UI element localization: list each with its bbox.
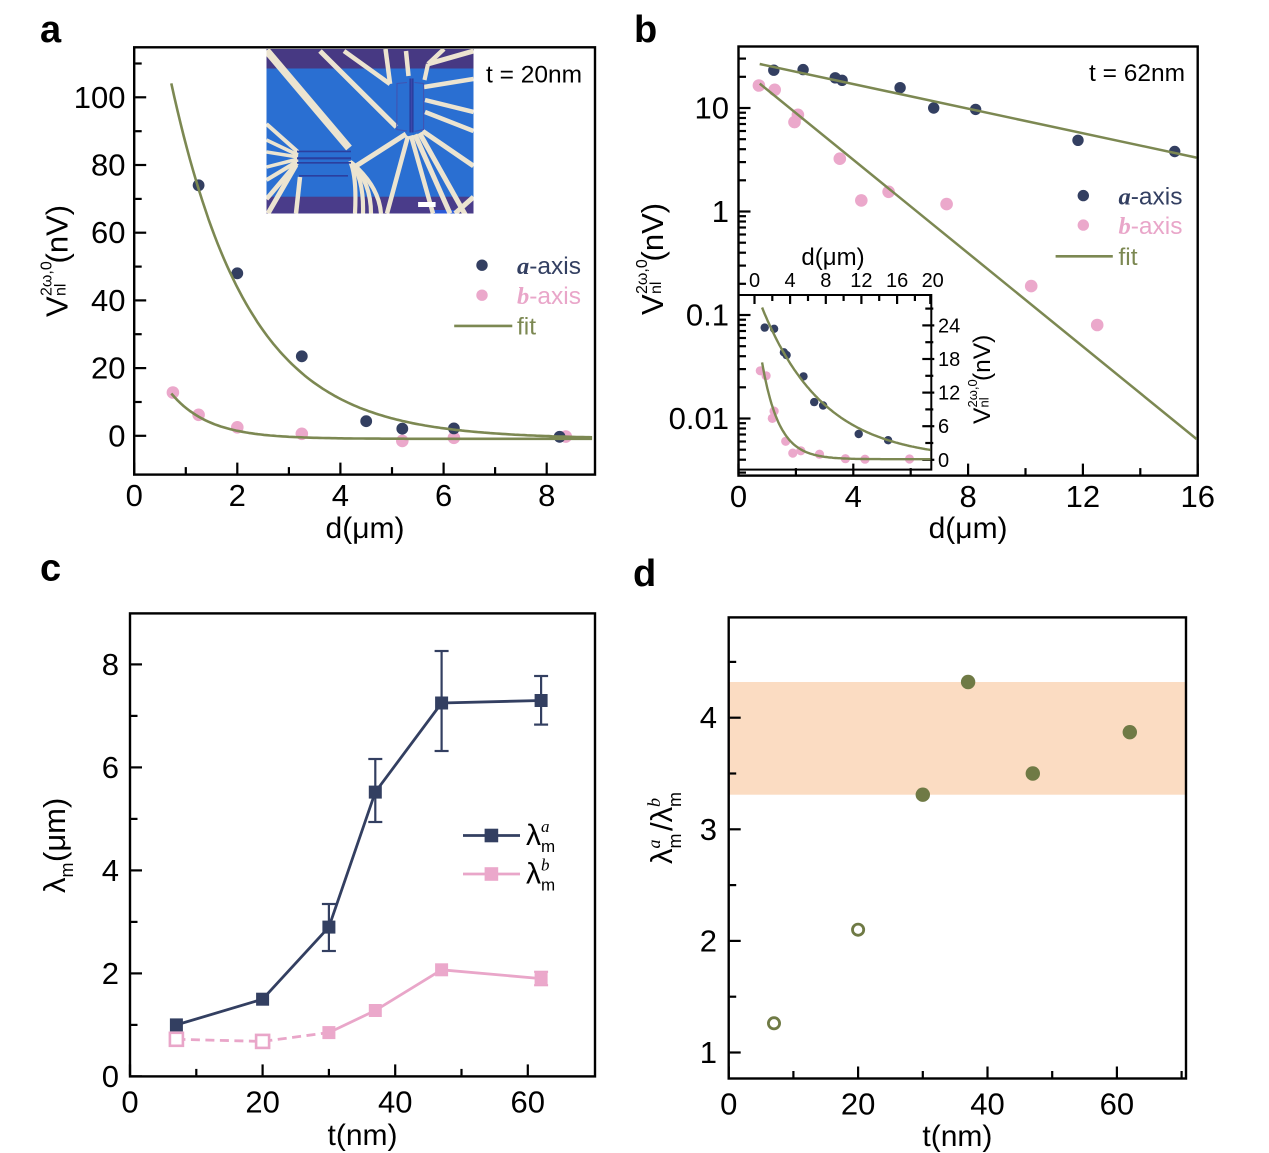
svg-text:6: 6 xyxy=(435,478,452,513)
svg-text:t(nm): t(nm) xyxy=(922,1120,992,1153)
svg-text:12: 12 xyxy=(1066,479,1100,514)
svg-text:0: 0 xyxy=(938,450,949,472)
svg-text:6: 6 xyxy=(938,416,949,438)
svg-text:0: 0 xyxy=(730,479,747,514)
svg-text:8: 8 xyxy=(102,647,119,682)
svg-text:8: 8 xyxy=(959,479,976,514)
svg-text:0: 0 xyxy=(126,478,143,513)
svg-text:0: 0 xyxy=(108,418,125,453)
svg-text:0: 0 xyxy=(102,1059,119,1094)
svg-text:a-axis: a-axis xyxy=(517,253,581,280)
svg-text:4: 4 xyxy=(700,700,717,735)
svg-text:16: 16 xyxy=(886,270,908,292)
svg-text:a: a xyxy=(40,9,62,51)
svg-text:40: 40 xyxy=(970,1087,1004,1122)
svg-text:100: 100 xyxy=(74,80,126,115)
svg-text:t(nm): t(nm) xyxy=(328,1119,398,1152)
svg-text:0.1: 0.1 xyxy=(686,298,729,333)
svg-text:60: 60 xyxy=(1100,1087,1134,1122)
svg-text:Vnl2ω,0(nV): Vnl2ω,0(nV) xyxy=(965,335,996,424)
svg-text:0.01: 0.01 xyxy=(669,401,729,436)
svg-text:b-axis: b-axis xyxy=(1119,213,1183,240)
svg-text:Vnl2ω,0(nV): Vnl2ω,0(nV) xyxy=(39,205,75,317)
svg-text:d(μm): d(μm) xyxy=(326,512,405,545)
svg-text:40: 40 xyxy=(378,1085,412,1120)
svg-text:λma/λmb: λma/λmb xyxy=(644,792,685,864)
svg-text:20: 20 xyxy=(841,1087,875,1122)
svg-text:20: 20 xyxy=(922,270,944,292)
svg-text:40: 40 xyxy=(91,283,125,318)
svg-text:λma: λma xyxy=(526,817,555,856)
svg-text:fit: fit xyxy=(1119,244,1138,271)
svg-text:20: 20 xyxy=(245,1085,279,1120)
svg-text:t = 62nm: t = 62nm xyxy=(1089,60,1185,87)
svg-text:0: 0 xyxy=(749,270,760,292)
svg-text:80: 80 xyxy=(91,148,125,183)
svg-text:1: 1 xyxy=(700,1035,717,1070)
svg-text:d: d xyxy=(633,553,656,595)
svg-text:4: 4 xyxy=(785,270,796,292)
svg-text:2: 2 xyxy=(229,478,246,513)
svg-text:6: 6 xyxy=(102,750,119,785)
svg-text:a-axis: a-axis xyxy=(1119,184,1183,211)
svg-text:20: 20 xyxy=(91,351,125,386)
svg-text:fit: fit xyxy=(517,314,536,341)
svg-text:8: 8 xyxy=(538,478,555,513)
svg-text:2: 2 xyxy=(700,923,717,958)
svg-text:λm(μm): λm(μm) xyxy=(37,798,77,893)
svg-text:24: 24 xyxy=(938,315,960,337)
svg-text:b: b xyxy=(634,9,657,51)
svg-text:60: 60 xyxy=(511,1085,545,1120)
svg-text:12: 12 xyxy=(938,383,960,405)
svg-text:12: 12 xyxy=(850,270,872,292)
svg-text:Vnl2ω,0(nV): Vnl2ω,0(nV) xyxy=(634,203,670,315)
svg-text:d(μm): d(μm) xyxy=(801,244,864,271)
svg-text:0: 0 xyxy=(720,1087,737,1122)
svg-text:2: 2 xyxy=(102,956,119,991)
svg-text:3: 3 xyxy=(700,812,717,847)
svg-text:1: 1 xyxy=(712,194,729,229)
svg-text:10: 10 xyxy=(695,91,729,126)
svg-text:60: 60 xyxy=(91,215,125,250)
svg-text:4: 4 xyxy=(332,478,349,513)
svg-text:4: 4 xyxy=(102,853,119,888)
svg-text:18: 18 xyxy=(938,349,960,371)
svg-text:d(μm): d(μm) xyxy=(929,512,1008,545)
svg-text:16: 16 xyxy=(1180,479,1214,514)
svg-text:0: 0 xyxy=(121,1085,138,1120)
svg-text:8: 8 xyxy=(820,270,831,292)
svg-text:c: c xyxy=(40,548,61,590)
svg-text:λmb: λmb xyxy=(526,856,555,895)
svg-text:4: 4 xyxy=(845,479,862,514)
svg-text:b-axis: b-axis xyxy=(517,283,581,310)
svg-text:t = 20nm: t = 20nm xyxy=(486,62,582,89)
